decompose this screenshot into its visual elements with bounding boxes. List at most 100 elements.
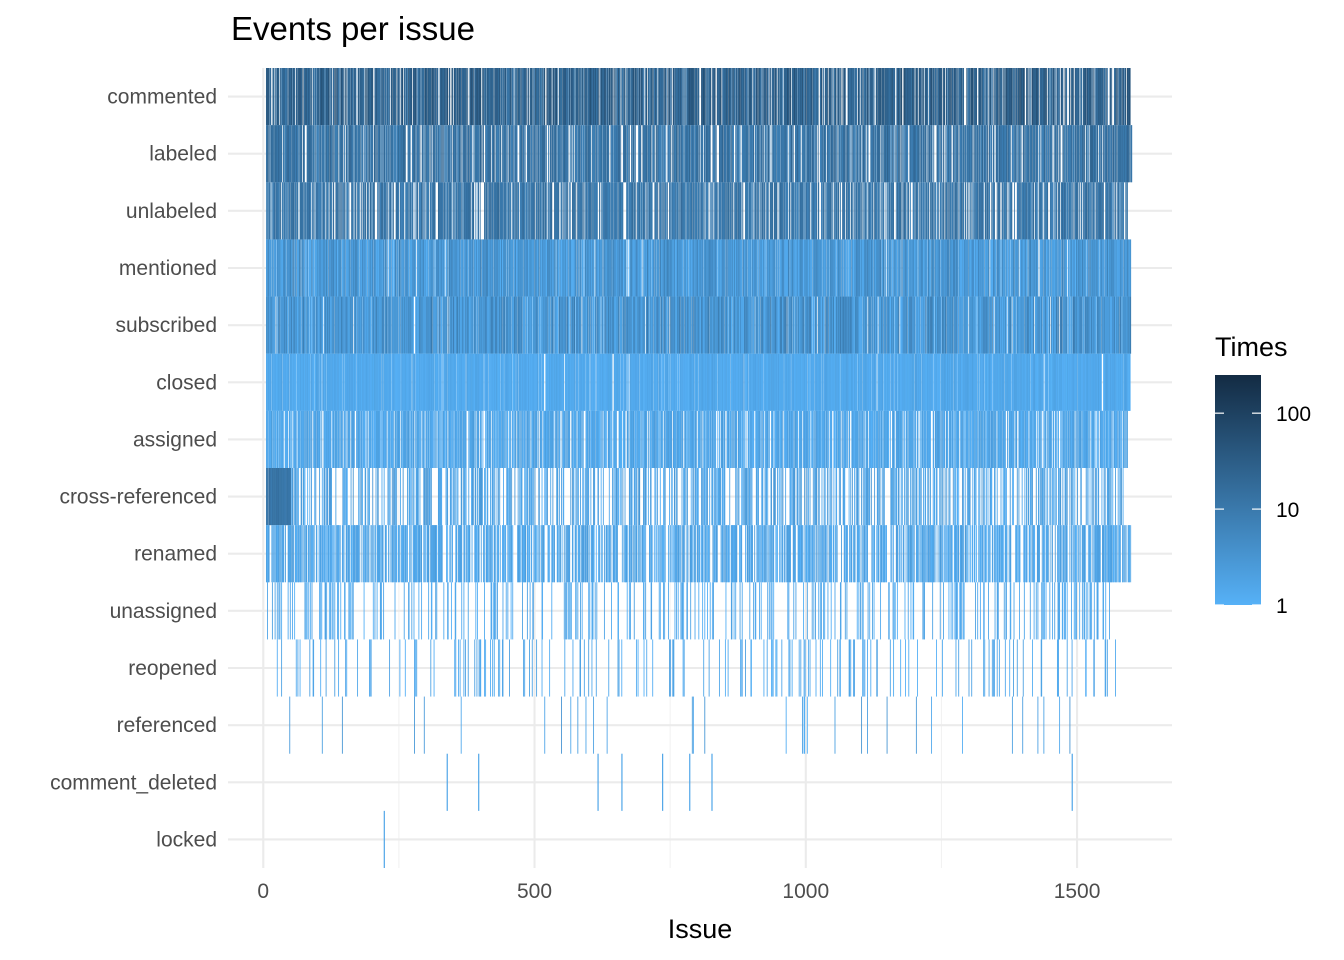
heatmap-tile [1047, 182, 1049, 240]
heatmap-tile [971, 125, 973, 183]
heatmap-tile [876, 68, 878, 126]
heatmap-tile [292, 125, 294, 183]
heatmap-tile [559, 125, 561, 183]
heatmap-tile [441, 182, 443, 240]
heatmap-tile [619, 68, 621, 126]
heatmap-tile [795, 239, 797, 297]
heatmap-tile [921, 182, 923, 240]
heatmap-tile [678, 68, 680, 126]
heatmap-tile [843, 239, 845, 297]
heatmap-tile [308, 68, 310, 126]
heatmap-tile [475, 125, 477, 183]
heatmap-tile [534, 239, 536, 297]
heatmap-tile [742, 125, 744, 183]
heatmap-tile [488, 68, 490, 126]
heatmap-tile [497, 68, 499, 126]
heatmap-tile [438, 182, 440, 240]
heatmap-tile [578, 125, 580, 183]
heatmap-tile [1091, 239, 1093, 297]
heatmap-tile [907, 239, 909, 297]
heatmap-tile [592, 68, 593, 126]
heatmap-tile [857, 239, 859, 297]
heatmap-tile [575, 239, 577, 297]
heatmap-tile [443, 125, 445, 183]
heatmap-tile [1040, 68, 1042, 126]
heatmap-tile [1024, 125, 1026, 183]
heatmap-tile [548, 239, 549, 297]
heatmap-tile [823, 239, 825, 297]
heatmap-tile [740, 239, 742, 297]
heatmap-tile [1083, 68, 1084, 126]
heatmap-tile [409, 125, 411, 183]
heatmap-tile [539, 182, 541, 240]
heatmap-tile [607, 239, 609, 297]
heatmap-tile [505, 239, 507, 297]
heatmap-tile [590, 125, 592, 183]
heatmap-tile [586, 125, 587, 183]
heatmap-tile [976, 125, 978, 183]
heatmap-tile [498, 125, 500, 183]
heatmap-tile [435, 68, 437, 126]
heatmap-tile [301, 125, 303, 183]
heatmap-tile [627, 182, 629, 240]
heatmap-tile [344, 182, 346, 240]
heatmap-tile [560, 239, 562, 297]
heatmap-tile [354, 68, 356, 126]
heatmap-tile [277, 182, 279, 240]
heatmap-tile [1091, 182, 1093, 240]
heatmap-tile [695, 68, 697, 126]
heatmap-tile [612, 239, 614, 297]
heatmap-tile [355, 125, 357, 183]
heatmap-tile [716, 182, 718, 240]
heatmap-tile [351, 182, 353, 240]
heatmap-tile [1061, 68, 1063, 126]
heatmap-tile [303, 68, 305, 126]
heatmap-tile [811, 239, 813, 297]
heatmap-tile [878, 125, 880, 183]
heatmap-tile [471, 182, 473, 240]
heatmap-tile [709, 125, 711, 183]
heatmap-tile [862, 125, 864, 183]
heatmap-tile [1119, 239, 1121, 297]
heatmap-tile [402, 68, 404, 126]
heatmap-tile [1016, 239, 1018, 297]
heatmap-tile [575, 239, 577, 297]
heatmap-tile [660, 125, 662, 183]
heatmap-tile [504, 125, 506, 183]
heatmap-tile [803, 125, 805, 183]
heatmap-tile [645, 125, 647, 183]
heatmap-tile [607, 182, 609, 240]
heatmap-tile [519, 125, 521, 183]
heatmap-tile [917, 68, 918, 126]
heatmap-tile [344, 296, 345, 354]
heatmap-tile [729, 239, 731, 297]
heatmap-tile [744, 68, 746, 126]
heatmap-tile [314, 296, 316, 354]
heatmap-tile [1094, 68, 1096, 126]
heatmap-tile [814, 182, 816, 240]
heatmap-tile [290, 239, 292, 297]
heatmap-tile [946, 68, 948, 126]
heatmap-tile [610, 239, 612, 297]
heatmap-tile [364, 296, 366, 354]
heatmap-tile [735, 182, 737, 240]
heatmap-tile [652, 239, 654, 297]
heatmap-tile [416, 182, 418, 240]
heatmap-tile [871, 239, 873, 297]
heatmap-tile [316, 239, 318, 297]
heatmap-tile [372, 125, 374, 183]
heatmap-tile [1036, 68, 1038, 126]
heatmap-tile [747, 239, 749, 297]
heatmap-tile [729, 125, 731, 183]
heatmap-tile [876, 182, 878, 240]
heatmap-tile [1088, 182, 1090, 240]
heatmap-tile [723, 239, 725, 297]
heatmap-tile [693, 239, 695, 297]
heatmap-tile [586, 68, 588, 126]
heatmap-tile [965, 239, 967, 297]
heatmap-tile [351, 68, 353, 126]
heatmap-tile [517, 239, 519, 297]
heatmap-tile [956, 68, 958, 126]
heatmap-tile [442, 182, 444, 240]
heatmap-tile [859, 125, 861, 183]
